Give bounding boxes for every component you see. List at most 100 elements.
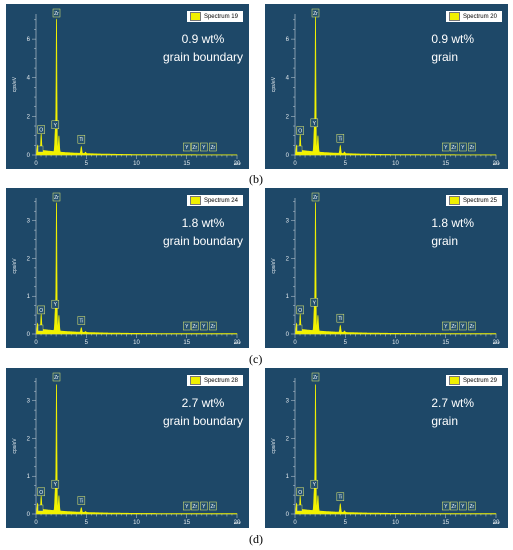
peak-label-o: O (37, 487, 45, 497)
peak-label-box (459, 501, 467, 511)
peak-label-zr: Zr (468, 142, 476, 152)
peak-marker-small (296, 504, 303, 512)
panel-label-c: (c) (249, 352, 263, 366)
annotation-line-2: grain boundary (162, 234, 243, 248)
y-tick-label: 0 (286, 153, 290, 159)
peak-label-y: Y (51, 120, 60, 130)
legend-label: Spectrum 28 (203, 377, 238, 384)
peak-label-text: Y (185, 145, 189, 151)
x-tick-label: 20 (493, 161, 500, 167)
annotation-line-1: 2.7 wt% (181, 396, 225, 410)
panel-label-b: (b) (249, 172, 263, 186)
x-tick-label: 5 (344, 161, 348, 167)
peak-label-box (459, 142, 467, 152)
y-tick-label: 6 (286, 37, 290, 43)
legend: Spectrum 19 (186, 11, 243, 22)
peak-label-text: Y (185, 324, 189, 330)
legend-swatch (448, 12, 460, 21)
peak-label-y: Y (51, 299, 60, 309)
peak-label-text: Ti (79, 498, 83, 504)
peak-label-text: Y (202, 145, 206, 151)
y-tick-label: 2 (27, 436, 31, 442)
legend: Spectrum 28 (186, 375, 243, 386)
x-tick-label: 0 (293, 340, 297, 346)
peak-label-text: Y (54, 123, 58, 129)
x-axis-unit: keV (493, 161, 500, 166)
peak-label-text: Y (444, 145, 448, 151)
x-tick-label: 15 (183, 340, 190, 346)
annotation: 0.9 wt% grain (431, 30, 474, 66)
peak-label-box (183, 321, 191, 331)
peak-label-text: Y (461, 145, 465, 151)
peak-label-y: Y (200, 142, 208, 152)
y-tick-label: 2 (286, 256, 290, 262)
peak-label-box (51, 299, 60, 309)
peak-label-box (310, 118, 319, 128)
peak-label-text: Y (444, 324, 448, 330)
x-axis-unit: keV (234, 340, 241, 345)
annotation-line-1: 0.9 wt% (431, 32, 474, 46)
y-tick-label: 4 (286, 76, 290, 82)
peak-label-text: Y (54, 302, 58, 308)
peak-label-o: O (37, 305, 45, 315)
y-tick-label: 0 (27, 512, 31, 518)
peak-label-ti: Ti (77, 496, 86, 505)
y-tick-label: 3 (27, 399, 31, 405)
y-tick-label: 0 (286, 512, 290, 518)
y-axis-label: cps/eV (271, 438, 277, 454)
peak-label-text: Y (461, 504, 465, 510)
peak-label-zr: Zr (468, 501, 476, 511)
peak-label-box (311, 192, 320, 202)
peak-label-box (468, 142, 476, 152)
peak-label-text: Zr (470, 324, 475, 330)
x-tick-label: 0 (293, 161, 297, 167)
spectrum-area (295, 384, 497, 515)
x-tick-label: 5 (85, 340, 89, 346)
peak-label-ti: Ti (336, 492, 345, 501)
peak-label-box (51, 120, 60, 130)
peak-label-zr: Zr (311, 8, 320, 18)
peak-label-box (336, 313, 345, 323)
peak-label-box (37, 487, 45, 497)
spectrum-area (36, 202, 238, 335)
x-axis-unit: keV (234, 161, 241, 166)
y-tick-label: 4 (27, 76, 31, 82)
annotation: 2.7 wt% grain boundary (163, 394, 243, 430)
peak-label-box (77, 134, 86, 144)
peak-label-box (442, 142, 450, 152)
peak-label-box (336, 492, 345, 501)
peak-label-text: O (39, 128, 43, 134)
peak-label-y: Y (442, 501, 450, 511)
peak-label-box (200, 321, 208, 331)
peak-label-box (311, 372, 320, 382)
peak-label-box (459, 321, 467, 331)
peak-label-y: Y (459, 321, 467, 331)
y-axis-label: cps/eV (271, 258, 277, 274)
peak-label-box (37, 125, 45, 134)
annotation-line-2: grain boundary (162, 414, 243, 428)
x-tick-label: 5 (344, 520, 348, 526)
x-tick-label: 0 (34, 340, 38, 346)
peak-label-box (442, 321, 450, 331)
peak-label-text: O (298, 490, 302, 496)
y-axis-label: cps/eV (271, 76, 277, 92)
peak-label-text: Y (444, 504, 448, 510)
y-tick-label: 0 (286, 332, 290, 338)
peak-label-text: Y (461, 324, 465, 330)
legend-swatch (448, 196, 460, 205)
peak-label-box (52, 8, 61, 18)
peak-label-box (200, 142, 208, 152)
peak-label-zr: Zr (209, 142, 217, 152)
x-tick-label: 20 (493, 340, 500, 346)
peak-label-ti: Ti (77, 316, 86, 325)
x-tick-label: 0 (34, 520, 38, 526)
peak-label-box (209, 142, 217, 152)
peak-label-text: Ti (338, 316, 342, 322)
panel-label-d: (d) (249, 532, 263, 546)
peak-label-o: O (296, 305, 304, 315)
peak-label-zr: Zr (468, 321, 476, 331)
x-tick-label: 15 (183, 161, 190, 167)
peak-label-box (52, 192, 61, 202)
